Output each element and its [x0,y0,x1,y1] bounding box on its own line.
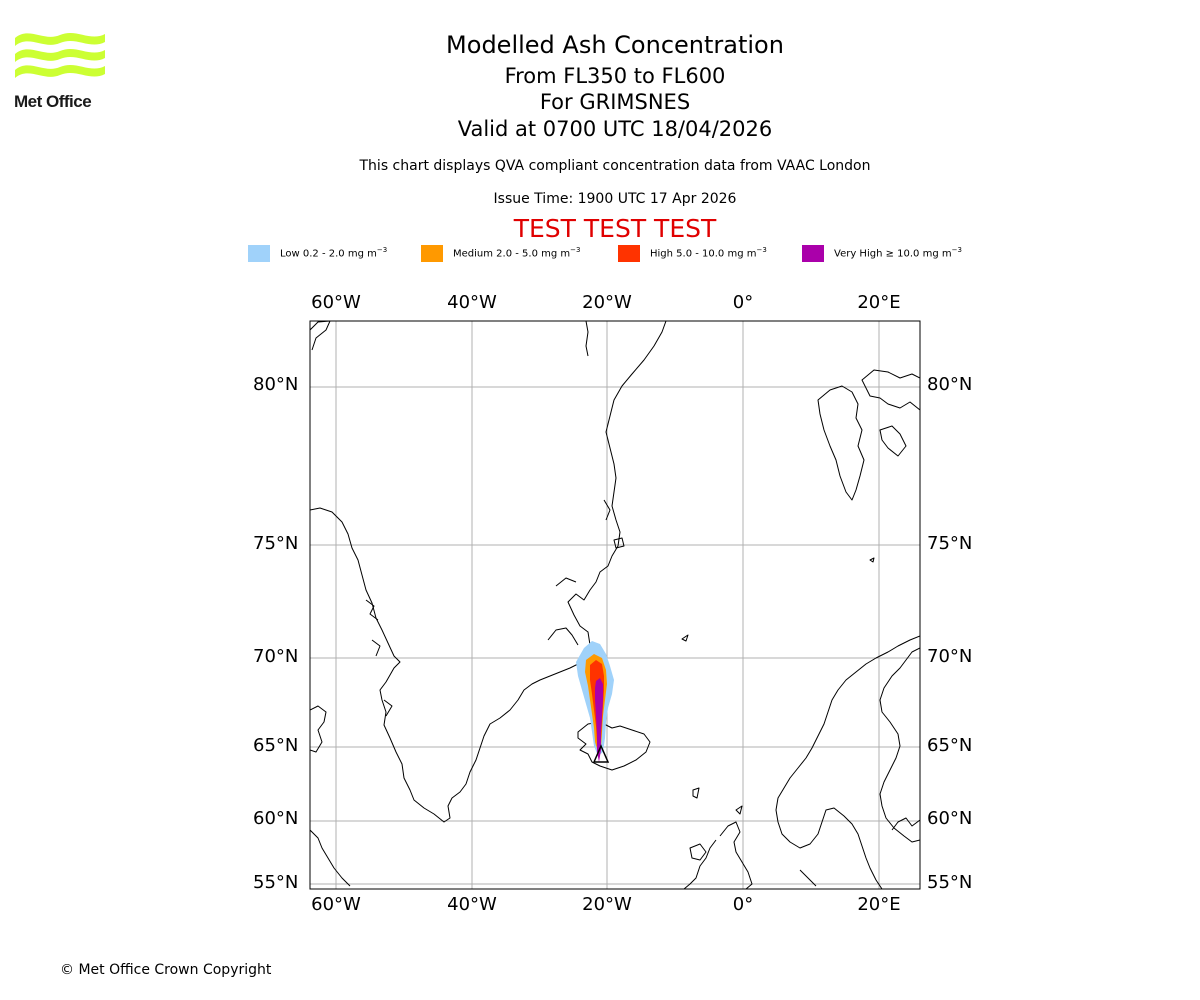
lon-label-top: 0° [732,292,754,313]
test-banner: TEST TEST TEST [513,214,717,243]
legend-swatch-medium [421,245,443,262]
lat-label-left: 60°N [253,808,299,829]
baffin-coast [310,705,327,753]
lon-label-top: 20°E [857,292,901,313]
lat-label-right: 80°N [927,374,973,395]
lat-label-left: 55°N [253,872,299,893]
volcano-icon [592,744,610,763]
lat-label-right: 75°N [927,533,973,554]
ash-plume [576,641,614,762]
lon-label-bottom: 60°W [311,894,361,915]
lon-label-bottom: 40°W [447,894,497,915]
lat-label-left: 70°N [253,646,299,667]
scandinavia-coast [775,635,920,889]
lon-label-bottom: 20°W [582,894,632,915]
legend-label-high: High 5.0 - 10.0 mg m−3 [650,246,767,260]
svalbard-coast [817,385,865,501]
valid-time: Valid at 0700 UTC 18/04/2026 [457,117,773,141]
coastlines [310,321,920,889]
legend: Low 0.2 - 2.0 mg m−3 Medium 2.0 - 5.0 mg… [248,244,1008,264]
british-isles-coast [719,821,753,889]
met-office-logo: Met Office [14,30,106,112]
greenland-coast [310,507,585,823]
lon-label-top: 60°W [311,292,361,313]
chart-title: Modelled Ash Concentration [446,31,784,59]
lon-label-top: 40°W [447,292,497,313]
chart-description: This chart displays QVA compliant concen… [359,158,871,174]
plume-very-high [595,678,603,762]
lat-label-right: 65°N [927,735,973,756]
lon-label-top: 20°W [582,292,632,313]
lat-label-right: 55°N [927,872,973,893]
graticule [310,321,920,889]
volcano-name: For GRIMSNES [539,90,691,114]
met-office-wave-icon [15,32,105,78]
logo-text: Met Office [14,92,92,111]
iceland-coast [577,721,651,771]
legend-swatch-low [248,245,270,262]
lat-label-right: 70°N [927,646,973,667]
flight-levels: From FL350 to FL600 [504,64,726,88]
legend-swatch-high [618,245,640,262]
lat-label-left: 65°N [253,735,299,756]
map-frame [309,320,921,890]
legend-swatch-very-high [802,245,824,262]
lon-label-bottom: 0° [732,894,754,915]
lat-label-left: 75°N [253,533,299,554]
greenland-east-coast [567,321,667,656]
legend-label-low: Low 0.2 - 2.0 mg m−3 [280,246,388,260]
lat-label-left: 80°N [253,374,299,395]
lon-label-bottom: 20°E [857,894,901,915]
issue-time: Issue Time: 1900 UTC 17 Apr 2026 [493,191,737,207]
lat-label-right: 60°N [927,808,973,829]
legend-label-medium: Medium 2.0 - 5.0 mg m−3 [453,246,581,260]
copyright: © Met Office Crown Copyright [60,962,272,978]
legend-label-very-high: Very High ≥ 10.0 mg m−3 [834,246,962,260]
